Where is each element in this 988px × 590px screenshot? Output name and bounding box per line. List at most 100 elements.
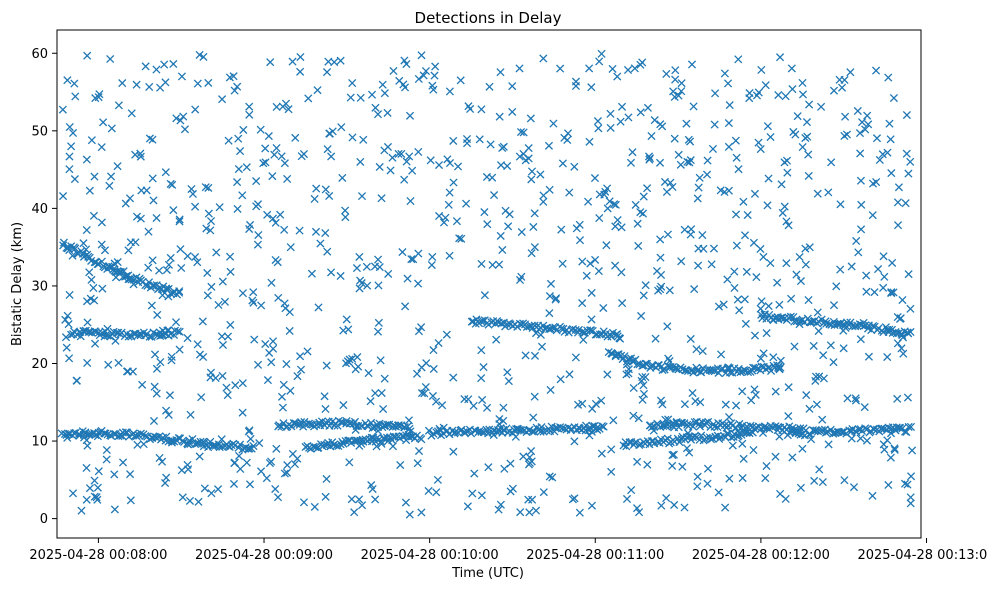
detection-point: [186, 410, 195, 419]
detection-point: [732, 401, 741, 410]
detection-point: [766, 258, 775, 268]
detection-point: [633, 457, 642, 466]
detection-point: [798, 143, 807, 152]
detection-point: [852, 236, 861, 246]
detection-point: [267, 278, 276, 287]
detection-point: [843, 394, 852, 403]
detection-point: [608, 64, 617, 73]
detection-point: [558, 259, 567, 268]
detection-point: [662, 494, 671, 503]
detection-point: [414, 279, 423, 288]
detection-point: [271, 255, 280, 265]
detection-point: [417, 508, 426, 517]
detection-point: [321, 185, 330, 194]
detection-point: [139, 440, 148, 449]
detection-point: [207, 282, 216, 291]
detection-point: [265, 348, 274, 357]
detection-point: [872, 178, 881, 187]
detection-point: [85, 484, 95, 493]
track-point: [451, 428, 460, 437]
detection-point: [148, 256, 157, 265]
detection-point: [477, 259, 486, 268]
detection-point: [462, 199, 471, 208]
detection-point: [696, 398, 705, 407]
detection-point: [801, 244, 810, 253]
detection-point: [579, 335, 588, 344]
detection-point: [634, 414, 643, 423]
detection-point: [723, 275, 732, 284]
detection-point: [613, 72, 622, 81]
detection-point: [829, 301, 839, 310]
detection-point: [183, 251, 192, 261]
detection-point: [145, 82, 154, 92]
detection-point: [280, 225, 289, 234]
track-point: [616, 334, 625, 343]
detection-point: [741, 319, 750, 328]
y-tick-label: 50: [31, 124, 48, 139]
detection-point: [278, 102, 287, 111]
detection-point: [83, 358, 92, 367]
detection-point: [430, 71, 439, 80]
detection-point: [530, 392, 539, 401]
detection-point: [754, 138, 763, 147]
detection-point: [377, 194, 386, 203]
detection-point: [495, 414, 504, 424]
track-point: [136, 429, 145, 438]
detection-point: [445, 159, 455, 168]
detection-point: [203, 268, 212, 278]
detection-point: [691, 397, 700, 406]
detection-point: [347, 495, 356, 504]
detection-point: [631, 200, 640, 209]
detection-point: [175, 345, 184, 354]
detection-point: [756, 354, 765, 363]
detection-point: [810, 476, 819, 485]
detection-point: [218, 340, 228, 350]
detection-point: [97, 240, 106, 249]
detection-point: [371, 103, 380, 112]
detection-point: [307, 269, 316, 278]
detection-point: [438, 401, 447, 410]
detection-point: [585, 64, 594, 73]
detection-point: [750, 189, 760, 198]
detection-point: [749, 238, 758, 247]
x-tick-label: 2025-04-28 00:12:00: [692, 548, 830, 563]
detection-point: [710, 120, 719, 129]
detection-point: [886, 453, 895, 462]
detection-point: [477, 346, 486, 355]
detection-point: [686, 230, 695, 239]
detection-point: [860, 403, 869, 412]
detection-point: [846, 68, 855, 77]
detection-point: [178, 493, 187, 502]
detection-point: [539, 54, 548, 63]
detection-point: [477, 105, 486, 114]
detection-point: [857, 225, 866, 234]
detection-point: [353, 353, 362, 362]
detection-point: [776, 53, 785, 62]
detection-point: [373, 110, 383, 119]
detection-point: [482, 403, 492, 412]
x-tick-label: 2025-04-28 00:10:00: [361, 548, 499, 563]
detection-point: [890, 444, 899, 453]
detection-point: [230, 458, 239, 467]
detection-point: [819, 374, 828, 383]
detection-point: [480, 291, 489, 300]
detection-point: [739, 454, 748, 463]
detection-point: [530, 351, 540, 360]
detection-point: [63, 311, 72, 320]
detection-point: [496, 500, 505, 509]
track-point: [599, 422, 608, 431]
detection-point: [879, 252, 888, 261]
detection-point: [684, 135, 693, 144]
detection-point: [445, 188, 454, 197]
track-point: [706, 435, 716, 444]
detection-point: [552, 294, 561, 303]
detection-point: [356, 157, 365, 166]
detection-point: [757, 65, 766, 75]
detection-point: [634, 241, 643, 250]
detection-point: [198, 317, 207, 326]
track-point: [109, 429, 118, 438]
detection-point: [546, 279, 556, 288]
detection-point: [762, 461, 771, 471]
detection-point: [573, 400, 583, 409]
detection-point: [761, 474, 770, 483]
